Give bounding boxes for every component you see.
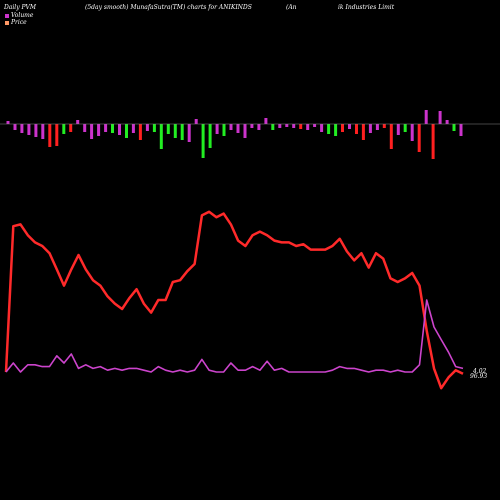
pvm-series-line: [5, 299, 464, 373]
volume-bar: [180, 124, 184, 140]
volume-bar: [257, 124, 261, 130]
volume-bar: [375, 124, 379, 130]
volume-bar: [69, 124, 73, 132]
price-end-label: 4.02: [472, 368, 487, 375]
volume-bar: [278, 124, 282, 128]
volume-bar: [334, 124, 338, 136]
volume-bar: [299, 124, 303, 129]
volume-bar: [459, 124, 463, 136]
volume-bar: [292, 124, 296, 128]
volume-bar: [403, 124, 407, 132]
volume-bar: [320, 124, 324, 132]
volume-bar: [187, 124, 191, 142]
volume-bar: [131, 124, 135, 133]
volume-bar: [368, 124, 372, 133]
volume-bar: [104, 124, 108, 132]
volume-bar: [111, 124, 114, 133]
volume-bar: [382, 124, 386, 128]
volume-bar: [250, 124, 254, 128]
pvm-end-label: 96.93: [470, 373, 487, 380]
volume-bar: [138, 124, 142, 140]
volume-bar: [83, 124, 87, 132]
volume-bar: [271, 124, 275, 130]
volume-bar: [152, 124, 156, 132]
volume-bar: [20, 124, 24, 133]
volume-bar: [55, 124, 59, 146]
volume-bar: [285, 124, 289, 127]
volume-bar: [264, 118, 268, 124]
legend-volume: Volume: [5, 12, 33, 19]
volume-bar: [361, 124, 365, 140]
chart-header-right-b: ik Industries Limit: [338, 4, 395, 11]
volume-bar: [145, 124, 149, 131]
volume-bar: [41, 124, 45, 139]
volume-bar: [243, 124, 247, 138]
volume-bar: [76, 120, 80, 124]
chart-header-title: (5day smooth) MunafaSutra(TM) charts for…: [85, 4, 252, 11]
legend-volume-swatch: [5, 13, 9, 18]
volume-bar: [173, 124, 177, 138]
volume-bar: [417, 124, 421, 152]
chart-header-right-a: (An: [286, 4, 297, 11]
volume-bar: [348, 124, 351, 129]
legend-price-swatch: [5, 20, 9, 25]
volume-bar: [410, 124, 414, 141]
volume-bar: [438, 111, 442, 124]
volume-bars: [6, 110, 463, 159]
volume-bar: [201, 124, 205, 158]
volume-bar: [90, 124, 94, 139]
volume-bar: [222, 124, 226, 136]
legend-price: Price: [5, 19, 27, 26]
price-series-line: [4, 210, 464, 390]
chart-header-left: Daily PVM: [4, 4, 37, 11]
volume-bar: [445, 120, 449, 124]
volume-bar: [118, 124, 121, 135]
volume-bar: [97, 124, 101, 136]
volume-bar: [424, 110, 428, 124]
volume-bar: [34, 124, 38, 137]
volume-bar: [355, 124, 358, 134]
volume-bar: [341, 124, 344, 132]
legend-volume-label: Volume: [11, 12, 34, 19]
volume-bar: [62, 124, 66, 134]
volume-bar: [48, 124, 52, 147]
volume-bar: [327, 124, 331, 134]
volume-bar: [313, 124, 317, 127]
volume-bar: [208, 124, 212, 148]
volume-bar: [229, 124, 233, 130]
volume-bar: [389, 124, 393, 149]
volume-bar: [125, 124, 128, 138]
volume-bar: [396, 124, 400, 135]
volume-bar: [236, 124, 240, 133]
volume-bar: [27, 124, 31, 135]
volume-bar: [6, 121, 10, 124]
volume-bar: [306, 124, 310, 130]
legend-price-label: Price: [11, 19, 27, 26]
volume-bar: [431, 124, 435, 159]
volume-bar: [13, 124, 17, 130]
volume-bar: [194, 119, 198, 124]
volume-bar: [166, 124, 170, 134]
volume-bar: [215, 124, 219, 134]
volume-bar: [159, 124, 163, 149]
volume-bar: [452, 124, 456, 131]
